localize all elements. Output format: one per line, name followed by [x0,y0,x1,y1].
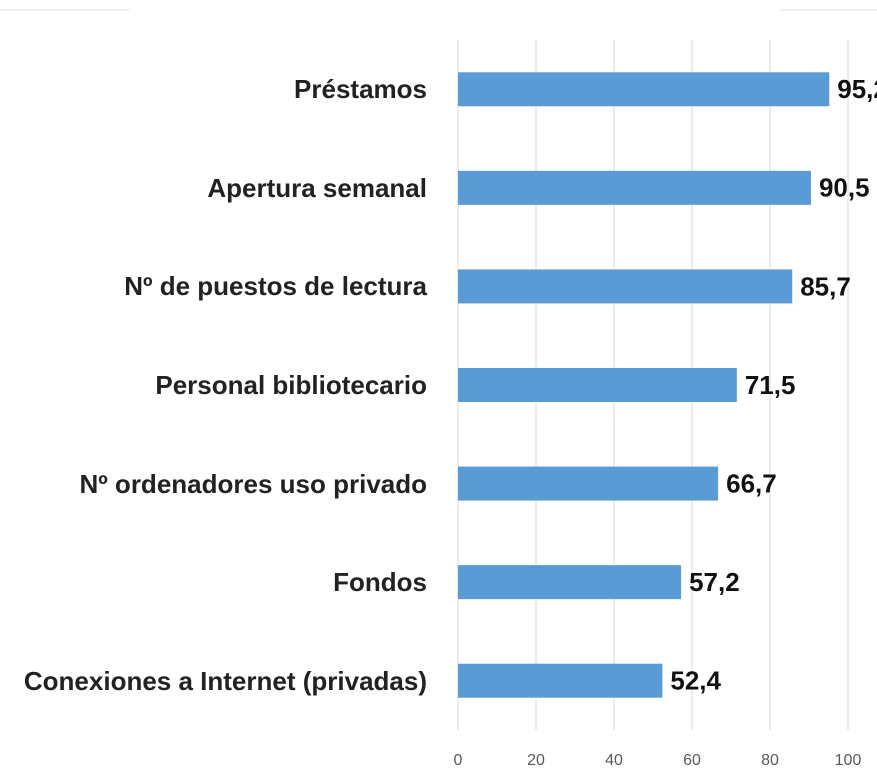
category-label-box: Conexiones a Internet (privadas) [7,664,427,698]
value-label: 66,7 [726,468,777,498]
value-label: 95,2 [837,74,877,104]
category-label-box: Fondos [7,565,427,599]
y-tick-label: Nº ordenadores uso privado [79,468,427,499]
x-tick-label: 40 [605,752,623,769]
value-label: 57,2 [689,567,740,597]
value-label: 90,5 [819,173,870,203]
bar [458,466,719,501]
y-tick-label: Préstamos [294,74,427,105]
bar [458,368,737,402]
category-label-box: Préstamos [7,72,427,106]
x-tick-label: 0 [454,752,463,769]
bar [458,565,682,600]
category-label-box: Nº ordenadores uso privado [7,467,427,501]
x-tick-label: 60 [683,752,701,769]
y-tick-label: Nº de puestos de lectura [124,271,427,302]
bar [458,170,811,205]
bar [458,663,663,698]
x-tick-label: 20 [527,752,545,769]
category-label-box: Personal bibliotecario [7,368,427,402]
category-label-box: Nº de puestos de lectura [7,269,427,303]
bar [458,269,793,304]
value-label: 52,4 [670,666,721,696]
value-label: 71,5 [745,370,796,400]
x-tick-label: 80 [761,752,779,769]
y-tick-label: Conexiones a Internet (privadas) [23,665,427,696]
bar [458,72,830,107]
value-label: 85,7 [800,271,851,301]
y-tick-label: Apertura semanal [207,172,427,203]
y-tick-label: Fondos [333,567,427,598]
x-tick-label: 100 [835,752,862,769]
category-label-box: Apertura semanal [7,171,427,205]
y-tick-label: Personal bibliotecario [155,370,427,400]
